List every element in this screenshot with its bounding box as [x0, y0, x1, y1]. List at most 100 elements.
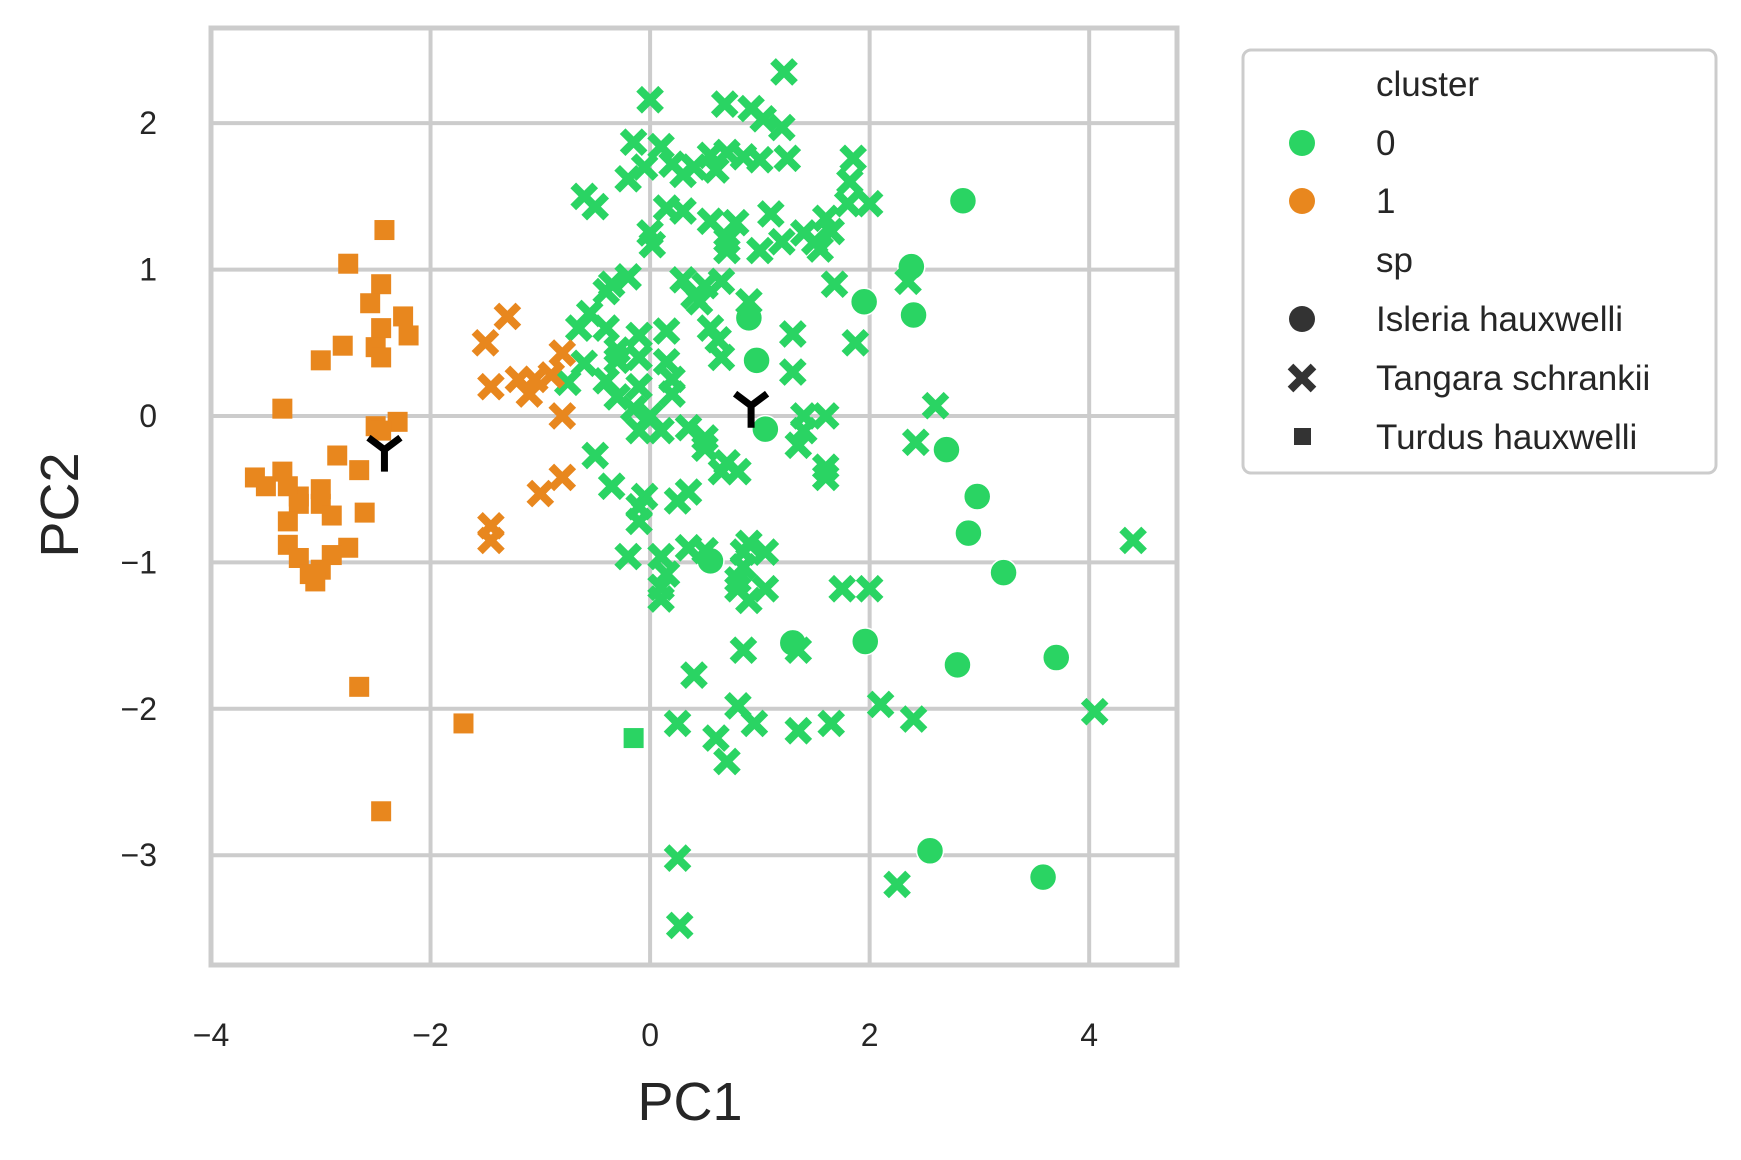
data-point-circle: [1042, 643, 1071, 672]
data-point-x: [625, 321, 653, 350]
data-point-x: [548, 463, 577, 492]
data-point-square: [305, 571, 326, 592]
data-point-x: [710, 90, 739, 118]
data-point-x: [526, 479, 555, 508]
legend-box: [1241, 48, 1718, 475]
data-point-circle: [899, 300, 928, 330]
data-point-x: [828, 574, 857, 603]
data-point-square: [371, 420, 392, 441]
data-point-circle: [915, 836, 945, 866]
data-point-x: [1119, 526, 1147, 555]
data-point-square: [310, 350, 331, 371]
data-point-x: [674, 413, 703, 442]
data-point-x: [724, 457, 752, 486]
data-point-square: [374, 220, 395, 241]
data-point-x: [707, 267, 736, 296]
data-point-x: [636, 85, 664, 114]
data-point-x: [702, 724, 730, 752]
data-point-x: [663, 844, 692, 872]
data-point-x: [746, 145, 774, 174]
data-point-x: [614, 263, 642, 291]
data-point-circle: [849, 287, 879, 317]
data-point-x: [614, 542, 642, 571]
data-point-square: [371, 801, 392, 822]
data-point-circle: [989, 558, 1018, 587]
data-point-x: [603, 346, 631, 375]
legend-label-cluster-0: 0: [1376, 124, 1395, 163]
data-point-square: [277, 511, 298, 532]
data-point-square: [349, 460, 370, 481]
data-point-x: [707, 343, 736, 372]
data-point-x: [691, 434, 719, 463]
data-point-x: [669, 160, 697, 189]
data-point-x: [729, 636, 758, 665]
data-point-x: [663, 709, 692, 738]
data-point-x: [625, 507, 653, 536]
data-point-square: [398, 325, 419, 346]
data-point-x: [735, 586, 763, 615]
data-point-x: [515, 380, 544, 408]
data-point-x: [855, 189, 884, 218]
data-point-x: [735, 287, 763, 316]
x-tick-label: 0: [641, 1017, 659, 1053]
data-point-x: [713, 236, 741, 265]
data-point-square: [288, 547, 309, 568]
data-point-x: [833, 189, 862, 218]
data-point-x: [820, 270, 849, 299]
data-point-square: [349, 676, 370, 697]
data-point-x: [658, 380, 686, 408]
data-point-square: [332, 335, 353, 356]
data-point-x: [647, 585, 675, 613]
data-point-x: [841, 328, 870, 357]
grid: [209, 28, 1177, 965]
data-point-circle: [954, 518, 983, 548]
data-point-circle: [962, 482, 992, 511]
data-point-x: [757, 200, 785, 228]
y-axis-label: PC2: [30, 452, 90, 557]
x-tick-label: 4: [1080, 1017, 1098, 1053]
data-point-x: [564, 314, 593, 342]
data-point-x: [638, 230, 667, 259]
data-point-x: [647, 132, 675, 161]
legend-marker-x: [1287, 363, 1317, 393]
data-point-x: [721, 208, 750, 237]
data-point-x: [767, 113, 796, 142]
data-point-square: [288, 493, 309, 514]
legend-marker-square: [1294, 428, 1311, 445]
data-point-circle: [742, 346, 771, 375]
data-point-x: [685, 287, 714, 316]
x-axis-label: PC1: [637, 1072, 742, 1132]
data-point-x: [614, 164, 642, 193]
data-point-circle: [751, 414, 780, 444]
data-point-x: [740, 709, 769, 738]
data-point-x: [548, 402, 577, 430]
data-point-x: [581, 192, 610, 221]
data-point-x: [778, 358, 807, 386]
y-tick-label: 0: [139, 398, 157, 434]
data-point-x: [592, 277, 621, 306]
data-point-x: [471, 328, 500, 357]
x-tick-label: −2: [412, 1017, 448, 1053]
data-point-x: [839, 144, 867, 173]
data-point-x: [652, 347, 681, 376]
legend: cluster 0 1 sp Isleria hauxwelli Tangara…: [1241, 48, 1718, 475]
data-point-x: [680, 661, 708, 689]
legend-hue-title: cluster: [1376, 65, 1479, 104]
data-point-square: [338, 253, 359, 274]
data-point-x: [778, 320, 807, 348]
data-point-x: [625, 416, 653, 445]
data-point-x: [746, 236, 774, 265]
x-tick-labels: −4 −2 0 2 4: [193, 1017, 1098, 1053]
data-point-square: [327, 445, 348, 466]
data-point-square: [338, 537, 359, 558]
data-point-square: [371, 347, 392, 368]
data-point-x: [921, 391, 950, 420]
data-point-x: [669, 197, 697, 225]
data-point-square: [272, 398, 293, 419]
legend-marker-circle: [1289, 306, 1315, 332]
data-point-square: [623, 728, 644, 749]
data-point-square: [393, 306, 414, 327]
legend-label-turdus: Turdus hauxwelli: [1376, 418, 1637, 457]
data-point-x: [866, 690, 895, 719]
data-point-x: [625, 372, 653, 401]
